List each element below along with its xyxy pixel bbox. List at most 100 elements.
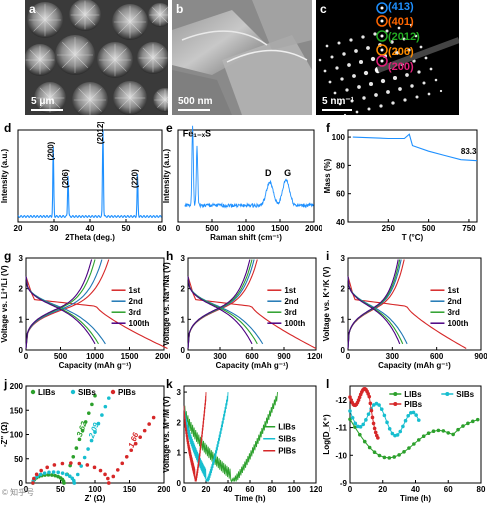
x-tick-label: 1000 — [237, 224, 255, 233]
x-tick-label: 50 — [122, 224, 131, 233]
flower-petal — [29, 59, 41, 71]
diffraction-spot — [318, 58, 322, 62]
diffraction-spot — [352, 74, 356, 78]
gitt-voltage-chart: 0 20 40 60 80 100 120 0 1 2 3 Time (h) Voltage vs. M… — [162, 378, 322, 503]
x-tick-label: 40 — [86, 224, 95, 233]
eis-point — [103, 472, 107, 477]
y-tick-label: 0 — [181, 346, 186, 355]
ring-labels: (413) (401) (2012) (206) (200) — [388, 0, 420, 75]
y-tick-label: 0 — [177, 479, 182, 488]
y-tick-label: -10 — [335, 451, 347, 460]
diffraction-spot — [325, 44, 329, 48]
legend-label: SIBs — [278, 435, 296, 444]
diffusion-point — [353, 421, 358, 426]
diffraction-spot — [323, 69, 327, 73]
diffraction-spot — [415, 95, 419, 99]
x-tick-label: 100 — [287, 485, 301, 494]
charge-curve — [25, 259, 103, 349]
tga-chart: 250 500 750 40 60 80 100 T (°C) Mass (%) f 83.3 — [323, 122, 478, 242]
scale-bar — [31, 109, 63, 111]
x-axis-label: Time (h) — [400, 494, 431, 503]
xrd-curve — [17, 129, 162, 219]
charge-curve — [347, 259, 399, 349]
eis-point — [38, 472, 43, 477]
eis-point — [60, 461, 65, 466]
diffusion-point — [350, 415, 355, 420]
x-tick-label: 20 — [378, 485, 387, 494]
eis-point — [52, 463, 57, 467]
eis-point — [96, 421, 101, 426]
panel-label: f — [326, 122, 331, 135]
eis-point — [64, 472, 69, 477]
eis-point — [107, 396, 111, 400]
diffusion-point — [348, 395, 352, 399]
eis-point — [69, 461, 73, 465]
legend-label: 2nd — [447, 297, 461, 306]
eis-point — [86, 447, 90, 451]
eis-point — [93, 393, 97, 398]
diffusion-point — [366, 412, 371, 416]
diffusion-point — [377, 453, 382, 458]
flower-petal — [129, 86, 142, 99]
diffusion-point — [348, 409, 352, 413]
flower-petal — [152, 14, 161, 23]
ring-label-200: (200) — [388, 61, 414, 73]
raman-curve — [184, 125, 314, 209]
x-tick-label: 60 — [246, 485, 255, 494]
discharge-curve — [187, 276, 253, 345]
diffusion-point — [395, 433, 400, 437]
eis-point — [86, 411, 91, 415]
y-tick-label: 0 — [19, 479, 24, 488]
y-axis-label: Voltage vs. Li⁺/Li (V) — [0, 265, 9, 343]
diffraction-spot — [412, 59, 416, 63]
diffraction-spot — [391, 101, 395, 105]
flower-petal — [29, 49, 41, 61]
flower-petal — [129, 97, 142, 110]
diffusion-point — [397, 453, 401, 457]
x-tick-label: 500 — [54, 352, 68, 361]
gitt-curve — [183, 392, 207, 482]
diffraction-spot — [337, 41, 341, 45]
peak-label: (2012) — [96, 122, 105, 144]
x-tick-label: 600 — [245, 352, 259, 361]
eis-point — [67, 474, 72, 478]
ring-label-206: (206) — [388, 46, 414, 58]
eis-point — [72, 481, 77, 485]
diffusion-point — [369, 408, 374, 413]
diffraction-spot — [419, 45, 423, 49]
diffusion-coefficient-chart: 0 20 40 60 80 -9 -10 -11 -12 Time (h) Log(D_K⁺) l LI… — [322, 378, 486, 503]
diffraction-spot — [368, 81, 374, 87]
y-tick-label: 1 — [341, 315, 346, 324]
diffusion-point — [387, 427, 392, 431]
diffusion-point — [409, 410, 413, 415]
eis-point — [129, 448, 134, 453]
diffusion-point — [412, 442, 416, 446]
diffraction-spot — [373, 32, 377, 36]
diffusion-point — [382, 455, 387, 460]
flower-petal — [62, 54, 76, 68]
eis-point — [34, 472, 39, 477]
diffusion-point — [475, 417, 480, 422]
flower-petal — [142, 57, 154, 69]
gitt-curve — [183, 392, 229, 482]
eis-point — [51, 470, 56, 474]
diffraction-spot — [424, 56, 428, 60]
eis-point — [79, 464, 83, 468]
diffraction-spot — [392, 75, 398, 81]
flower-petal — [164, 99, 168, 104]
diffusion-point — [377, 403, 381, 407]
diffraction-spot — [380, 78, 386, 84]
legend-label: 2nd — [284, 297, 298, 306]
plot-frame — [17, 129, 163, 223]
x-tick-label: 300 — [386, 352, 400, 361]
diffraction-spot — [395, 51, 399, 55]
diffusion-point — [356, 398, 361, 402]
diffusion-point — [376, 436, 380, 440]
annotation: G — [284, 168, 291, 178]
scale-text: 500 nm — [178, 96, 213, 107]
diffraction-spot — [374, 93, 378, 97]
y-tick-label: 3 — [19, 254, 24, 263]
diffusion-point — [451, 432, 455, 437]
